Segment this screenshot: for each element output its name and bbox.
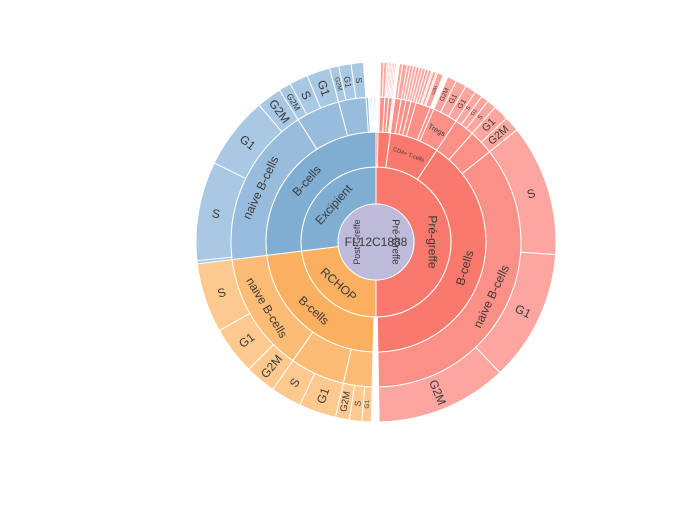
- segment-label-pr-greffe: Pré-Greffe: [390, 219, 401, 264]
- sunburst-segments: [195, 61, 557, 423]
- segment-label-post-greffe: Post-Greffe: [352, 219, 362, 264]
- segment-label-g1: G1: [455, 97, 468, 110]
- segment-label-g2m: G2M: [338, 390, 353, 412]
- segment-g2m[interactable]: [371, 351, 375, 388]
- segment-label-g1: G1: [447, 92, 460, 105]
- segment-label-g1: G1: [314, 385, 333, 405]
- segment-label-g1: G1: [364, 399, 371, 408]
- segment-label-s: S: [525, 186, 537, 202]
- segment-label-g1: G1: [315, 78, 334, 98]
- segment-label-g2m: G2M: [430, 85, 438, 96]
- segment-unlabeled[interactable]: [377, 96, 381, 133]
- segment-label-pr-greffe: Pré-greffe: [426, 215, 440, 268]
- segment-label-s: S: [211, 206, 221, 221]
- segment-unlabeled[interactable]: [375, 131, 379, 168]
- segment-label-s: S: [352, 400, 363, 407]
- segment-root[interactable]: [337, 203, 415, 281]
- segment-label-s: S: [476, 114, 484, 122]
- segment-label-g1: G1: [513, 302, 534, 322]
- segment-label-s: S: [465, 105, 472, 112]
- segment-label-g1: G1: [342, 76, 354, 89]
- root-label: FL12C1888: [345, 235, 408, 249]
- segment-label-s: S: [216, 285, 228, 301]
- segment-label-g1: G1: [470, 108, 479, 117]
- segment-label-s: S: [354, 77, 365, 84]
- segment-label-g2m: G2M: [333, 76, 343, 91]
